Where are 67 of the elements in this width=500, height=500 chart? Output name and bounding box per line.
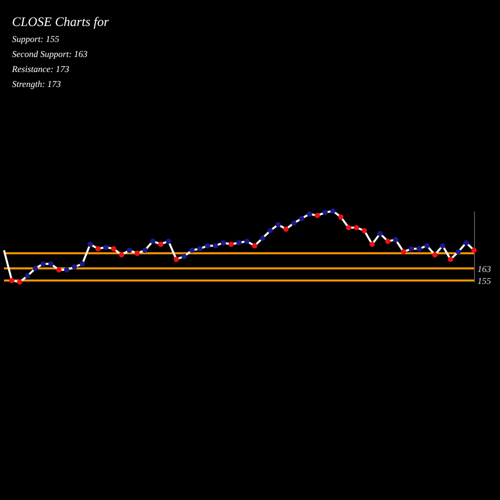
point <box>166 238 172 244</box>
point <box>377 231 383 236</box>
point <box>260 236 266 241</box>
point <box>268 228 273 234</box>
point <box>330 208 336 214</box>
text: Second Support: 163 <box>12 49 88 59</box>
point <box>111 246 116 252</box>
text: Support: 155 <box>12 34 60 44</box>
point <box>432 252 438 258</box>
point <box>393 237 398 242</box>
point <box>126 248 132 253</box>
point <box>252 243 258 248</box>
point <box>72 264 78 270</box>
point <box>299 216 304 222</box>
point <box>370 242 375 247</box>
point <box>17 279 22 285</box>
point <box>220 240 226 246</box>
point <box>197 246 202 252</box>
text: Strength: 173 <box>12 79 62 89</box>
point <box>88 242 93 247</box>
point <box>212 243 218 248</box>
point <box>354 224 360 230</box>
point <box>314 212 320 218</box>
point <box>95 246 101 252</box>
point <box>416 246 422 252</box>
point <box>118 252 124 258</box>
point <box>456 249 461 254</box>
point <box>40 261 46 267</box>
point <box>291 220 296 226</box>
point <box>338 214 344 220</box>
point <box>440 243 446 248</box>
point <box>236 240 242 246</box>
point <box>24 273 30 279</box>
point <box>182 254 187 259</box>
point <box>400 249 406 254</box>
point <box>385 238 390 244</box>
point <box>142 248 148 253</box>
point <box>48 261 54 267</box>
point <box>205 243 210 248</box>
point <box>9 278 14 284</box>
point <box>424 243 430 248</box>
point <box>464 240 469 246</box>
point <box>158 242 164 247</box>
point <box>103 244 108 250</box>
point <box>306 211 312 217</box>
point <box>32 266 38 272</box>
point <box>134 250 140 256</box>
point <box>276 222 281 228</box>
point <box>150 238 156 244</box>
y-tick-label: 155 <box>478 276 492 286</box>
point <box>228 242 234 247</box>
point <box>283 226 289 232</box>
point <box>80 261 85 267</box>
point <box>56 267 62 273</box>
point <box>346 224 352 230</box>
point <box>448 256 454 262</box>
point <box>64 267 70 273</box>
point <box>471 248 477 253</box>
point <box>408 246 414 252</box>
text: Resistance: 173 <box>12 64 70 74</box>
point <box>244 238 250 244</box>
point <box>174 256 179 262</box>
y-tick-label: 163 <box>478 264 492 274</box>
point <box>189 248 195 253</box>
point <box>322 210 328 216</box>
point <box>362 228 367 234</box>
chart-title: CLOSE Charts for <box>12 14 109 30</box>
